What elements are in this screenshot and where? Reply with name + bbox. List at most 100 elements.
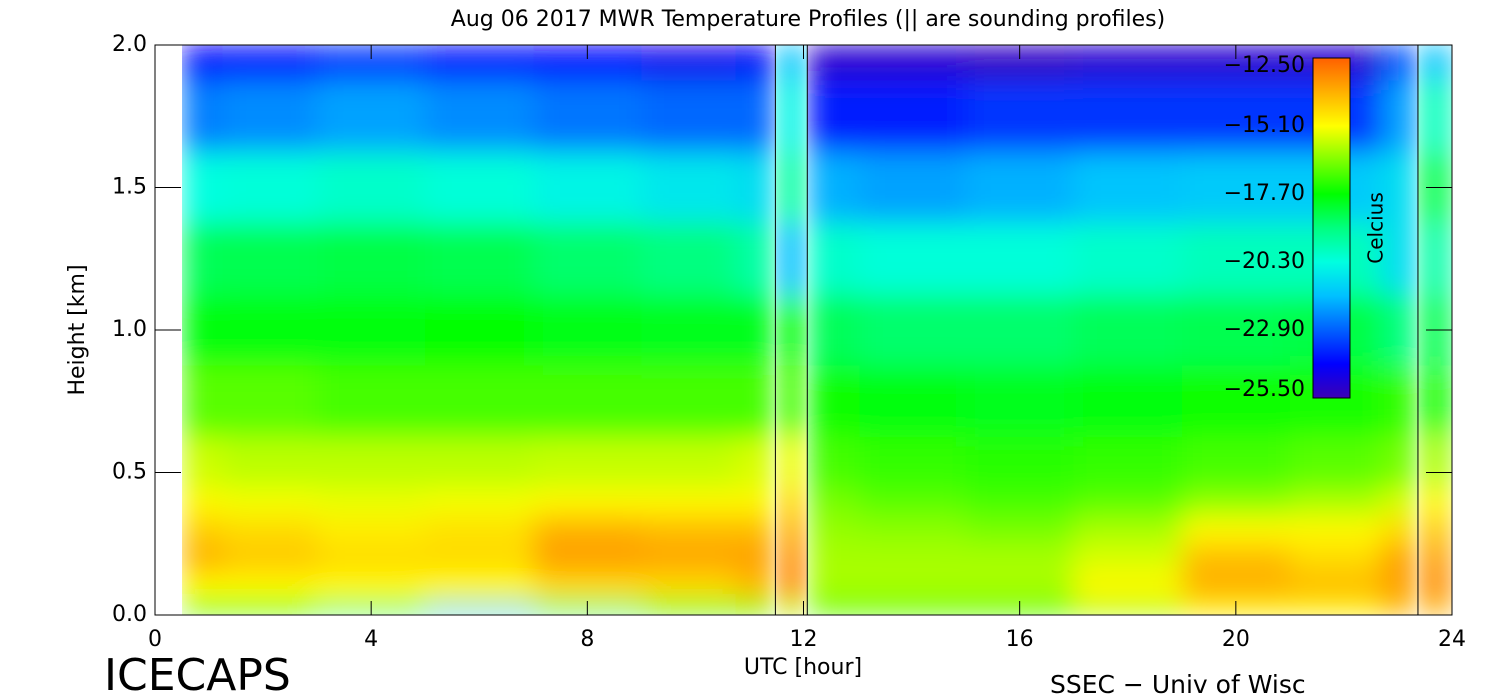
contour-cell [641,151,736,224]
contour-cell [807,572,860,601]
contour-cell [1073,45,1182,81]
sounding-cell [1417,515,1452,544]
contour-cell [1289,515,1381,544]
contour-cell [807,515,860,544]
contour-cell [317,515,426,544]
contour-cell [182,223,223,295]
contour-field [182,45,776,615]
contour-cell [641,45,736,81]
contour-cell [859,365,966,437]
contour-cell [965,436,1074,487]
contour-cell [317,543,426,573]
contour-panel [807,45,1418,615]
contour-cell [859,294,966,366]
sounding [1417,45,1452,615]
contour-cell [965,80,1074,152]
sounding-cell [775,600,808,615]
sounding-field [775,45,808,615]
contour-cell [222,223,318,295]
contour-cell [1380,80,1418,152]
contour-cell [222,45,318,81]
contour-cell [1380,45,1418,81]
x-tick-label: 4 [364,627,378,652]
contour-cell [641,543,736,573]
x-axis-label: UTC [hour] [744,655,862,680]
contour-cell [317,294,426,366]
contour-cell [735,365,776,437]
colorbar-label: Celcius [1364,192,1388,263]
contour-cell [317,486,426,516]
contour-cell [425,294,534,366]
contour-cell [1380,572,1418,601]
sounding-cell [775,80,808,152]
contour-cell [533,365,642,437]
left-caption: ICECAPS [104,650,291,700]
sounding-cell [775,572,808,601]
y-tick-label: 1.0 [112,317,147,342]
contour-cell [1289,600,1381,615]
contour-cell [859,80,966,152]
y-axis-label: Height [km] [65,264,90,395]
y-tick-label: 0.5 [112,460,147,485]
sounding-cell [775,294,808,366]
contour-cell [425,600,534,615]
contour-cell [222,515,318,544]
contour-cell [1380,543,1418,573]
contour-cell [182,600,223,615]
contour-cell [1380,600,1418,615]
right-caption: SSEC − Univ of Wisc [1050,670,1306,699]
contour-cell [859,515,966,544]
contour-cell [425,45,534,81]
contour-cell [533,436,642,487]
contour-cell [735,515,776,544]
sounding-cell [1417,223,1452,295]
contour-cell [533,515,642,544]
contour-cell [735,45,776,81]
contour-cell [735,80,776,152]
contour-cell [1181,486,1290,516]
contour-cell [317,572,426,601]
contour-cell [533,223,642,295]
contour-cell [1380,486,1418,516]
contour-cell [1073,80,1182,152]
colorbar-tick-label: −15.10 [1224,113,1305,138]
contour-cell [1073,294,1182,366]
colorbar-tick-label: −17.70 [1224,181,1305,206]
contour-cell [965,486,1074,516]
contour-cell [965,572,1074,601]
contour-cell [965,515,1074,544]
sounding-cell [1417,365,1452,437]
contour-cell [859,486,966,516]
contour-cell [1073,543,1182,573]
contour-cell [182,80,223,152]
contour-cell [317,80,426,152]
sounding-cell [1417,600,1452,615]
contour-cell [222,572,318,601]
contour-cell [1380,436,1418,487]
contour-cell [965,294,1074,366]
x-tick-label: 8 [580,627,594,652]
sounding [775,45,808,615]
contour-cell [222,151,318,224]
contour-cell [641,365,736,437]
contour-cell [533,80,642,152]
contour-cell [859,572,966,601]
x-tick-label: 12 [790,627,818,652]
contour-cell [859,151,966,224]
sounding-cell [775,515,808,544]
contour-cell [859,600,966,615]
contour-cell [1073,486,1182,516]
contour-cell [1289,436,1381,487]
contour-cell [1181,365,1290,437]
colorbar-tick-label: −25.50 [1224,377,1305,402]
contour-cell [1380,515,1418,544]
colorbar-tick-label: −20.30 [1224,249,1305,274]
contour-cell [182,151,223,224]
contour-cell [1181,543,1290,573]
contour-cell [425,543,534,573]
contour-cell [222,600,318,615]
sounding-cell [1417,572,1452,601]
contour-cell [425,572,534,601]
contour-cell [533,486,642,516]
contour-cell [735,436,776,487]
